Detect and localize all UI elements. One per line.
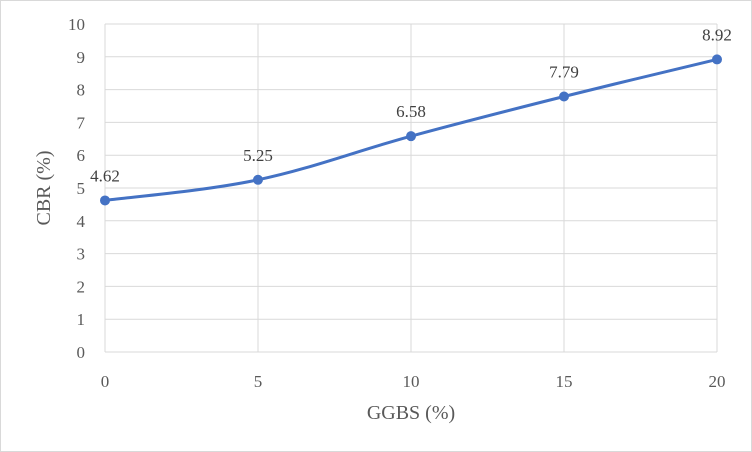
x-axis-title: GGBS (%): [367, 402, 455, 424]
data-point: [100, 195, 110, 206]
data-point: [253, 174, 263, 185]
axis-ticks: 0 1 2 3 4 5 6 7 8 9 10 0 5 10 15 20: [68, 15, 726, 391]
gridlines: [104, 23, 718, 353]
x-tick-label: 15: [556, 372, 573, 391]
data-labels: 4.62 5.25 6.58 7.79 8.92: [90, 25, 732, 185]
y-tick-label: 4: [77, 212, 86, 231]
x-tick-label: 0: [101, 372, 110, 391]
data-points: [100, 54, 722, 206]
y-tick-label: 8: [77, 81, 86, 100]
y-axis-title: CBR (%): [33, 151, 55, 226]
y-tick-label: 6: [77, 146, 86, 165]
data-label: 4.62: [90, 166, 120, 185]
data-point: [559, 91, 569, 102]
data-label: 8.92: [702, 25, 732, 44]
y-tick-label: 2: [77, 277, 86, 296]
y-tick-label: 10: [68, 15, 85, 34]
x-tick-label: 20: [709, 372, 726, 391]
x-tick-label: 10: [403, 372, 420, 391]
y-tick-label: 0: [77, 343, 86, 362]
data-label: 5.25: [243, 146, 273, 165]
data-point: [406, 131, 416, 142]
y-tick-label: 3: [77, 245, 86, 264]
x-tick-label: 5: [254, 372, 263, 391]
data-label: 6.58: [396, 102, 426, 121]
y-tick-label: 1: [77, 310, 86, 329]
y-tick-label: 7: [77, 113, 86, 132]
data-point: [712, 54, 722, 65]
y-tick-label: 5: [77, 179, 86, 198]
y-tick-label: 9: [77, 48, 86, 67]
data-label: 7.79: [549, 62, 579, 81]
